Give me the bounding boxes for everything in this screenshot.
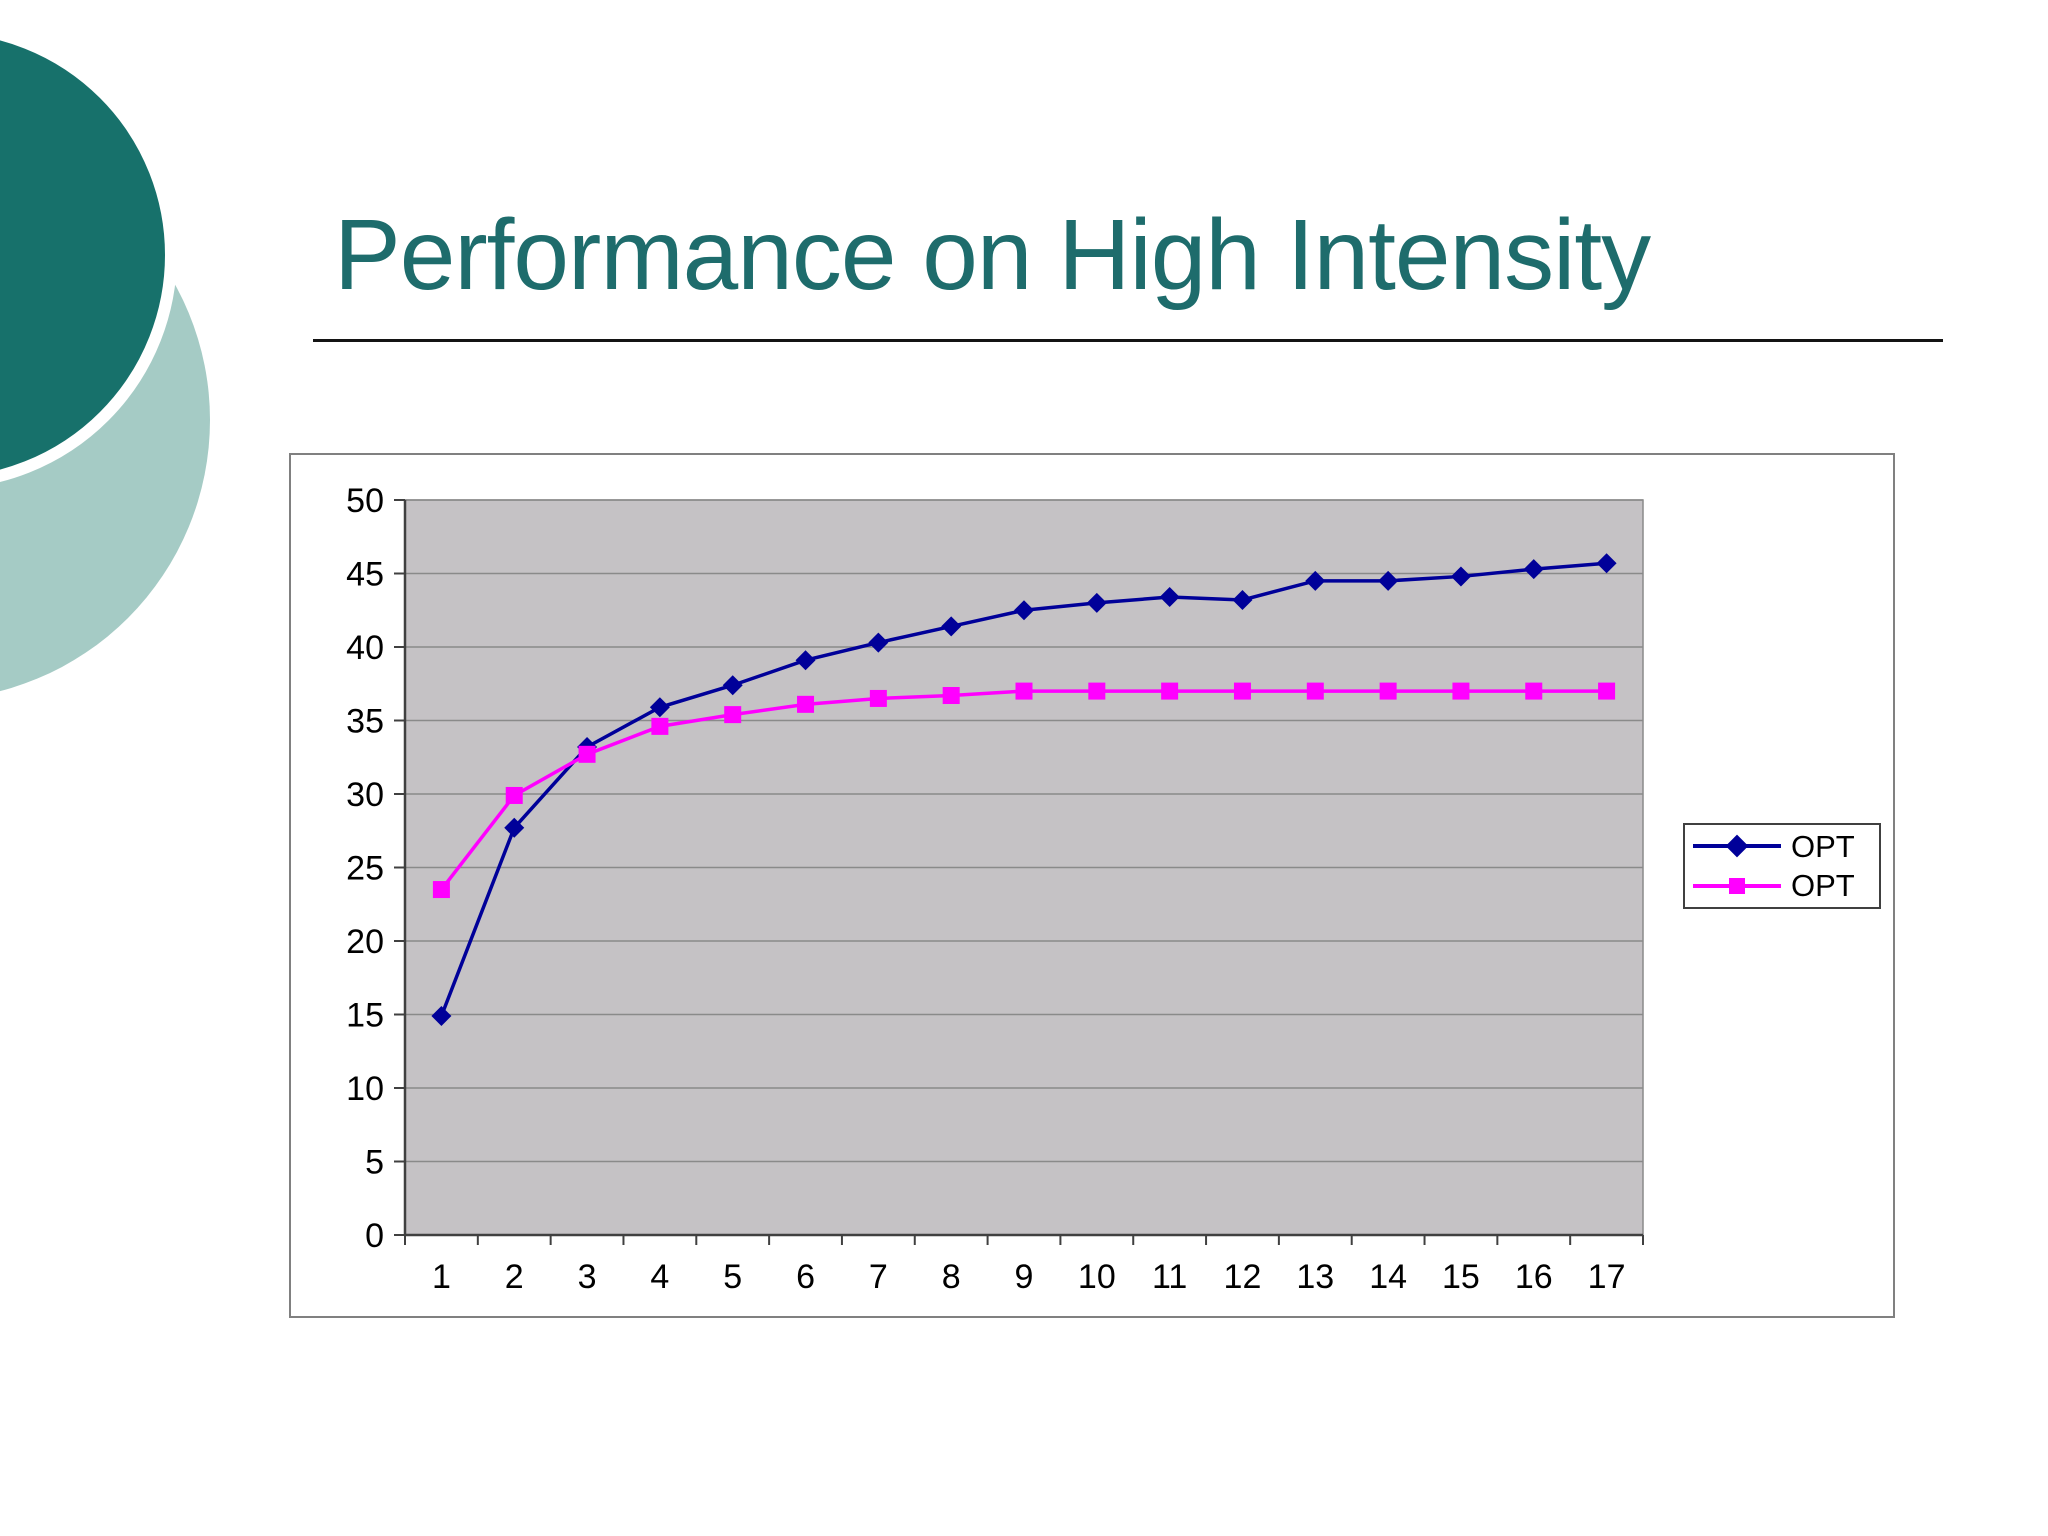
- y-axis-label: 0: [365, 1217, 384, 1255]
- y-axis-label: 30: [346, 776, 384, 814]
- data-point-diamond: [722, 675, 743, 696]
- data-point-diamond: [1086, 592, 1107, 613]
- chart-frame: 0 5 10 15 20 25 30 35 40 45 50 1 2 3 4 5 6 7 8 9 10 11 12 13 14 1…: [289, 453, 1895, 1318]
- data-point-diamond: [1450, 566, 1471, 587]
- x-axis-label: 4: [650, 1258, 669, 1296]
- x-axis-label: 9: [1015, 1258, 1034, 1296]
- y-axis-label: 35: [346, 703, 384, 741]
- x-axis-label: 1: [432, 1258, 451, 1296]
- x-axis-label: 13: [1296, 1258, 1334, 1296]
- y-axis-label: 10: [346, 1070, 384, 1108]
- data-point-square: [1015, 682, 1033, 700]
- x-axis-label: 17: [1588, 1258, 1626, 1296]
- data-point-diamond: [1014, 600, 1034, 621]
- data-point-square: [797, 695, 815, 713]
- data-point-square: [1306, 682, 1324, 700]
- data-point-diamond: [649, 697, 670, 718]
- data-point-square: [1161, 682, 1179, 700]
- data-point-square: [869, 689, 887, 707]
- y-axis-label: 20: [346, 923, 384, 961]
- data-point-square: [1379, 682, 1397, 700]
- x-axis-label: 16: [1515, 1258, 1553, 1296]
- data-point-diamond: [1596, 553, 1617, 574]
- data-point-diamond: [1232, 589, 1253, 610]
- data-point-diamond: [868, 632, 889, 653]
- x-axis-label: 14: [1369, 1258, 1407, 1296]
- y-axis-label: 50: [346, 482, 384, 520]
- data-point-square: [651, 717, 669, 735]
- x-axis-label: 11: [1152, 1258, 1187, 1296]
- x-axis-label: 7: [869, 1258, 888, 1296]
- data-point-square: [942, 687, 960, 705]
- data-point-square: [1233, 682, 1251, 700]
- legend-item: OPT: [1685, 868, 1879, 904]
- x-axis-label: 2: [505, 1258, 524, 1296]
- x-axis-label: 10: [1078, 1258, 1116, 1296]
- data-point-diamond: [504, 817, 525, 838]
- data-point-diamond: [1159, 587, 1180, 608]
- legend-label: OPT: [1791, 868, 1855, 904]
- data-point-square: [1452, 682, 1470, 700]
- data-point-square: [578, 745, 596, 763]
- data-point-diamond: [1305, 570, 1326, 591]
- data-point-diamond: [1378, 570, 1399, 591]
- x-axis-label: 12: [1224, 1258, 1262, 1296]
- x-axis-label: 3: [578, 1258, 597, 1296]
- x-axis-label: 15: [1442, 1258, 1480, 1296]
- data-point-square: [1088, 682, 1106, 700]
- x-axis-label: 6: [796, 1258, 815, 1296]
- x-axis-label: 5: [723, 1258, 742, 1296]
- slide-title: Performance on High Intensity: [334, 199, 1651, 311]
- data-point-square: [432, 881, 450, 899]
- data-point-square: [505, 786, 523, 804]
- y-axis-label: 15: [346, 997, 384, 1035]
- data-point-diamond: [431, 1005, 452, 1026]
- chart-legend: OPT OPT: [1683, 823, 1881, 909]
- x-axis-label: 8: [942, 1258, 961, 1296]
- data-point-diamond: [941, 616, 962, 637]
- data-point-square: [724, 706, 742, 724]
- y-axis-label: 45: [346, 556, 384, 594]
- y-axis-label: 40: [346, 629, 384, 667]
- title-underline-rule: [313, 339, 1943, 342]
- legend-diamond-line-icon: [1693, 834, 1781, 858]
- legend-item: OPT: [1685, 828, 1879, 864]
- y-axis-label: 5: [365, 1144, 384, 1182]
- legend-square-line-icon: [1693, 874, 1781, 898]
- data-point-diamond: [1523, 559, 1544, 580]
- y-axis-label: 25: [346, 850, 384, 888]
- data-point-square: [1525, 682, 1543, 700]
- legend-label: OPT: [1791, 828, 1855, 864]
- data-point-diamond: [795, 650, 816, 671]
- data-point-square: [1598, 682, 1616, 700]
